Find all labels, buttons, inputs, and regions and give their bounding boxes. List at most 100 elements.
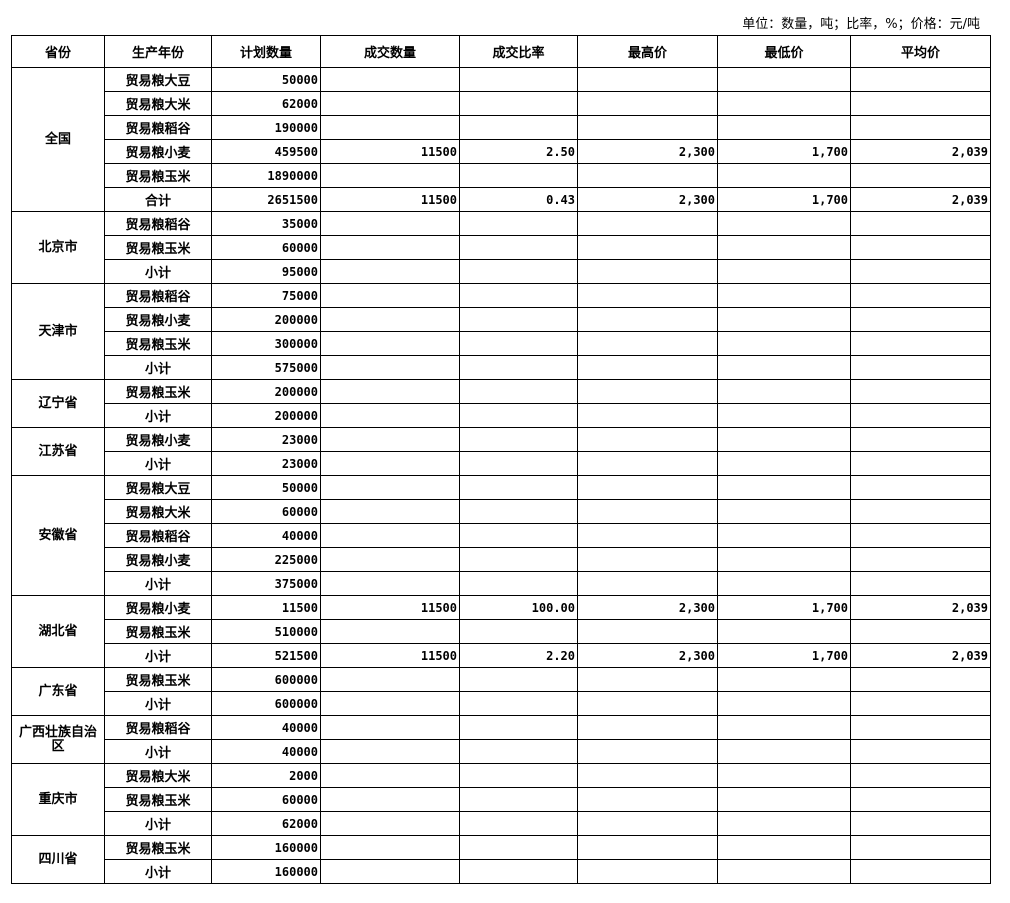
traded-cell [320,331,460,356]
table-row: 小计 62000 [12,811,991,836]
max-price-cell [577,547,718,572]
max-price-cell: 2,300 [577,643,718,668]
header-max-price: 最高价 [577,35,718,68]
avg-price-cell [850,451,991,476]
table-row: 四川省 贸易粮玉米 160000 [11,835,991,884]
avg-price-cell: 2,039 [850,595,991,620]
traded-cell [320,811,460,836]
ratio-cell [459,427,578,452]
planned-cell: 50000 [211,475,321,500]
min-price-cell [717,571,851,596]
min-price-cell [717,451,851,476]
type-cell: 贸易粮玉米 [104,235,212,260]
max-price-cell [577,475,718,500]
planned-cell: 1890000 [211,163,321,188]
table-row: 贸易粮玉米 300000 [12,331,991,356]
max-price-cell [577,499,718,524]
ratio-cell [459,715,578,740]
traded-cell [320,763,460,788]
max-price-cell [577,355,718,380]
table-row: 辽宁省 贸易粮玉米 200000 [11,379,991,428]
traded-cell [320,739,460,764]
table-row: 广西壮族自治区 贸易粮稻谷 40000 [11,715,991,764]
province-cell: 广西壮族自治区 [11,715,105,764]
max-price-cell [577,739,718,764]
table-row: 重庆市 贸易粮大米 2000 [11,763,991,836]
table-row: 贸易粮小麦 200000 [12,307,991,332]
ratio-cell [459,763,578,788]
ratio-cell [459,859,578,884]
max-price-cell [577,67,718,92]
traded-cell [320,283,460,308]
province-cell: 湖北省 [11,595,105,668]
min-price-cell [717,259,851,284]
traded-cell [320,259,460,284]
ratio-cell [459,523,578,548]
traded-cell [320,307,460,332]
traded-cell [320,547,460,572]
avg-price-cell [850,715,991,740]
traded-cell [320,787,460,812]
min-price-cell [717,115,851,140]
planned-cell: 160000 [211,835,321,860]
table-row: 贸易粮小麦 225000 [12,547,991,572]
traded-cell [320,667,460,692]
planned-cell: 600000 [211,691,321,716]
province-cell: 江苏省 [11,427,105,476]
type-cell: 合计 [104,187,212,212]
avg-price-cell [850,379,991,404]
province-cell: 辽宁省 [11,379,105,428]
planned-cell: 95000 [211,259,321,284]
type-cell: 小计 [104,403,212,428]
avg-price-cell [850,619,991,644]
min-price-cell [717,763,851,788]
ratio-cell [459,667,578,692]
max-price-cell [577,619,718,644]
table-row: 贸易粮小麦 459500 11500 2.50 2,300 1,700 2,039 [12,139,991,164]
table-row: 北京市 贸易粮稻谷 35000 [11,211,991,284]
max-price-cell [577,259,718,284]
province-cell: 北京市 [11,211,105,284]
min-price-cell [717,307,851,332]
table-row: 小计 575000 [12,355,991,380]
ratio-cell [459,835,578,860]
max-price-cell [577,787,718,812]
avg-price-cell [850,115,991,140]
planned-cell: 225000 [211,547,321,572]
ratio-cell [459,691,578,716]
avg-price-cell [850,91,991,116]
planned-cell: 75000 [211,283,321,308]
ratio-cell [459,403,578,428]
planned-cell: 2651500 [211,187,321,212]
header-ratio: 成交比率 [459,35,578,68]
type-cell: 贸易粮玉米 [104,331,212,356]
table-row: 湖北省 贸易粮小麦 11500 11500 100.00 2,300 1,700 2,039 [11,595,991,668]
avg-price-cell [850,763,991,788]
table-row: 贸易粮玉米 60000 [12,235,991,260]
type-cell: 贸易粮玉米 [104,619,212,644]
min-price-cell [717,859,851,884]
type-cell: 小计 [104,691,212,716]
ratio-cell [459,211,578,236]
min-price-cell [717,835,851,860]
type-cell: 贸易粮大米 [104,91,212,116]
traded-cell [320,91,460,116]
traded-cell [320,67,460,92]
min-price-cell [717,331,851,356]
table-row: 贸易粮大米 60000 [12,499,991,524]
max-price-cell: 2,300 [577,139,718,164]
max-price-cell [577,691,718,716]
table-row: 贸易粮稻谷 40000 [12,523,991,548]
province-cell: 重庆市 [11,763,105,836]
table-row: 小计 23000 [12,451,991,476]
type-cell: 小计 [104,451,212,476]
ratio-cell [459,451,578,476]
ratio-cell [459,259,578,284]
header-row: 省份 生产年份 计划数量 成交数量 成交比率 最高价 最低价 平均价 [11,35,991,68]
planned-cell: 40000 [211,739,321,764]
type-cell: 小计 [104,643,212,668]
ratio-cell [459,67,578,92]
min-price-cell [717,523,851,548]
ratio-cell: 2.50 [459,139,578,164]
max-price-cell: 2,300 [577,595,718,620]
